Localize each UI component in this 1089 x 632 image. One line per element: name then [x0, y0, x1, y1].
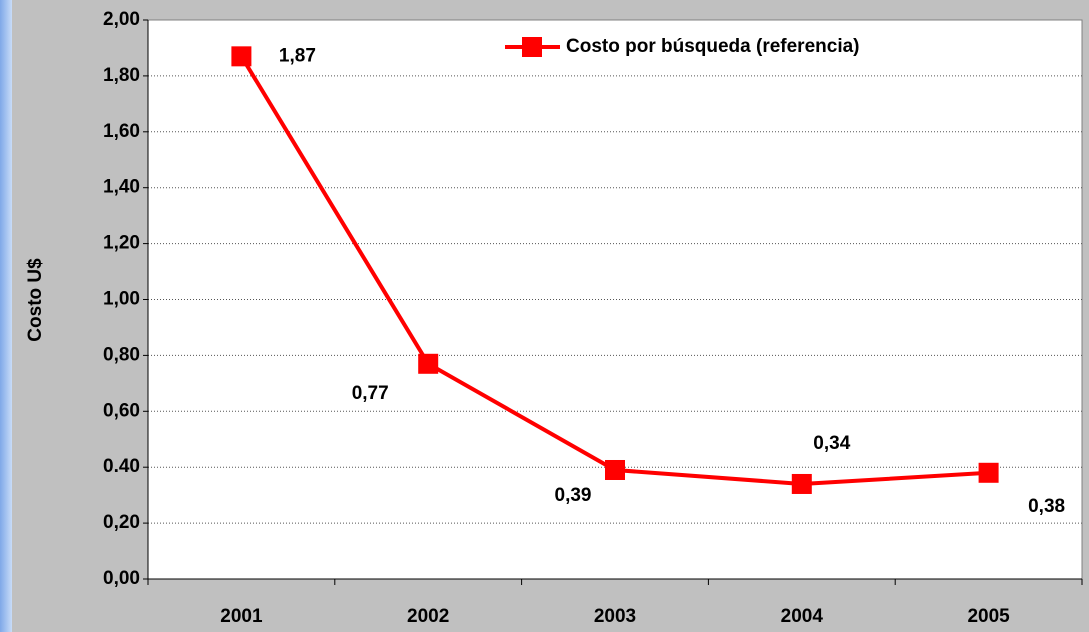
- y-tick-label: 1,00: [103, 289, 140, 310]
- data-label: 1,87: [279, 45, 316, 66]
- y-tick-label: 0.40: [103, 456, 140, 477]
- data-label: 0,39: [555, 485, 592, 506]
- marker: [231, 46, 252, 67]
- y-tick-label: 1,60: [103, 121, 140, 142]
- legend-marker: [522, 37, 542, 57]
- legend-label: Costo por búsqueda (referencia): [566, 36, 860, 57]
- x-tick-label: 2002: [407, 606, 449, 627]
- marker: [791, 473, 812, 494]
- plot-area: [147, 19, 1083, 580]
- y-tick-label: 0,60: [103, 400, 140, 421]
- x-tick-label: 2001: [220, 606, 263, 627]
- side-strip: [0, 0, 12, 632]
- y-tick-label: 1,80: [103, 65, 140, 86]
- marker: [418, 353, 439, 374]
- y-tick-label: 1,20: [103, 233, 140, 254]
- data-label: 0,34: [813, 433, 850, 454]
- marker: [605, 459, 625, 480]
- y-tick-label: 0,20: [103, 512, 140, 533]
- y-tick-label: 1,40: [103, 177, 140, 198]
- data-label: 0,77: [352, 383, 389, 404]
- y-tick-label: 2,00: [103, 9, 140, 30]
- data-label: 0,38: [1028, 496, 1065, 517]
- x-tick-label: 2005: [967, 606, 1010, 627]
- x-tick-label: 2003: [594, 606, 636, 627]
- y-tick-label: 0,80: [103, 344, 140, 365]
- x-tick-label: 2004: [781, 606, 824, 627]
- y-tick-label: 0,00: [103, 568, 140, 589]
- y-axis-label: Costo U$: [25, 258, 46, 342]
- marker: [978, 462, 999, 483]
